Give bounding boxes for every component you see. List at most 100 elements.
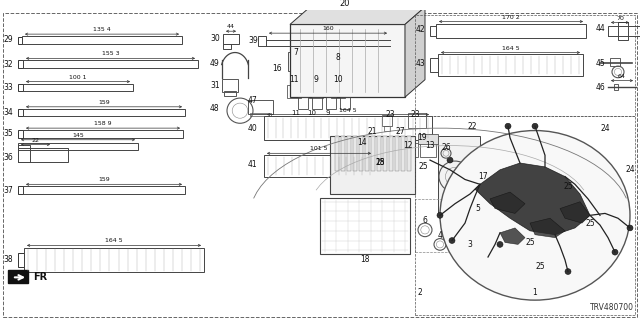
Bar [430,58,438,72]
Bar [438,54,583,76]
Text: 20: 20 [340,0,350,8]
Bar [326,53,340,71]
Text: 23: 23 [410,110,420,119]
Text: 3: 3 [468,240,472,249]
Text: 10: 10 [307,110,317,116]
Polygon shape [490,192,525,213]
Text: 64: 64 [618,74,626,79]
Text: 164 5: 164 5 [105,238,123,244]
Text: 23: 23 [385,110,395,119]
Text: 48: 48 [210,104,220,113]
Text: 164 5: 164 5 [339,108,357,113]
Bar [331,84,345,98]
Text: 31: 31 [210,81,220,90]
Bar [250,113,271,116]
Bar [401,136,405,171]
Text: 159: 159 [98,100,110,105]
Text: 70: 70 [616,16,624,20]
Text: 8: 8 [336,53,340,62]
Text: 35: 35 [3,129,13,139]
Text: 170 2: 170 2 [502,15,520,20]
Bar [23,84,133,91]
Bar [415,15,635,116]
Bar [398,143,418,157]
Text: 41: 41 [248,160,258,170]
Bar [365,136,369,171]
Bar [408,113,426,128]
Bar [23,186,185,194]
Bar [462,207,476,218]
Text: 9: 9 [314,75,319,84]
Text: 2: 2 [418,288,422,297]
Text: 19: 19 [417,133,427,142]
Text: 25: 25 [563,182,573,191]
Circle shape [497,242,503,247]
Text: 25: 25 [535,262,545,271]
Text: 25: 25 [585,219,595,228]
Text: 25: 25 [525,238,535,247]
Text: 34: 34 [3,108,13,117]
Bar [312,97,322,109]
Text: 101 5: 101 5 [310,146,328,151]
Polygon shape [475,163,590,235]
Text: 27: 27 [395,127,405,137]
Bar [22,36,182,44]
Text: 14: 14 [357,138,367,147]
Bar [415,199,485,252]
Bar [264,116,432,140]
Text: 49: 49 [210,59,220,68]
Text: 12: 12 [403,141,413,150]
Bar [24,248,204,272]
Bar [610,58,620,66]
Text: 22: 22 [467,122,477,131]
Bar [407,136,411,171]
Text: 24: 24 [600,124,610,132]
Bar [618,22,628,40]
Text: 10: 10 [333,75,343,84]
Circle shape [532,123,538,129]
Circle shape [447,157,453,163]
Bar [18,37,22,44]
Text: 44: 44 [227,24,235,29]
Text: 145: 145 [72,133,84,138]
Polygon shape [500,228,525,244]
Bar [335,136,339,171]
Bar [23,60,198,68]
Text: 16: 16 [273,64,282,73]
Bar [347,136,351,171]
Circle shape [449,238,455,244]
Text: 44: 44 [596,24,605,33]
Bar [23,130,183,138]
Text: 36: 36 [3,153,13,162]
Text: 5: 5 [475,204,480,213]
Text: 13: 13 [425,141,435,150]
Bar [18,143,138,150]
Bar [309,84,323,98]
Circle shape [565,268,571,275]
Bar [23,109,185,116]
Bar [608,26,640,36]
Text: 25: 25 [418,162,428,172]
Bar [382,115,392,126]
Text: 37: 37 [3,186,13,195]
Text: 33: 33 [3,83,13,92]
Text: 1: 1 [532,288,538,297]
Text: 9: 9 [326,110,330,116]
Bar [384,126,390,131]
Bar [383,136,387,171]
Text: 100 1: 100 1 [69,75,87,80]
Text: 45: 45 [596,59,605,68]
Text: 40: 40 [248,124,258,132]
Bar [371,136,375,171]
Bar [222,79,238,92]
Circle shape [505,123,511,129]
Circle shape [437,212,443,218]
Text: 26: 26 [441,143,451,152]
Text: 15: 15 [375,157,385,166]
Text: 155 3: 155 3 [102,52,119,56]
Bar [614,84,618,90]
Bar [310,53,324,71]
Text: 42: 42 [416,25,426,34]
Text: 21: 21 [367,126,377,136]
Text: 28: 28 [375,157,385,166]
